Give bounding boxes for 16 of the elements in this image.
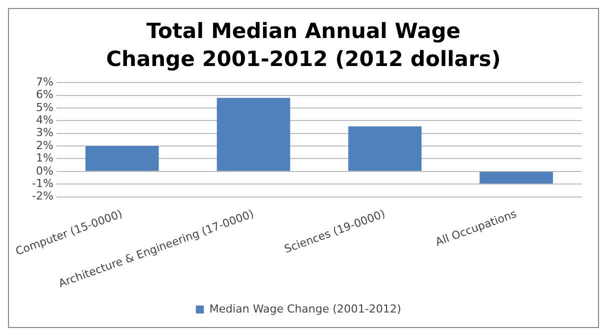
bar	[216, 98, 290, 171]
y-tick-label: 6%	[36, 88, 54, 102]
y-tick-label: -2%	[32, 190, 54, 203]
bar	[85, 146, 159, 171]
y-tick-label: 2%	[36, 138, 54, 152]
y-tick-label: 5%	[36, 100, 54, 114]
bar	[480, 172, 553, 184]
y-tick-label: 3%	[36, 126, 54, 140]
y-tick-label: 4%	[36, 114, 54, 127]
y-tick-label: 0%	[36, 164, 54, 178]
y-tick-label: 1%	[36, 152, 54, 165]
bar	[348, 126, 422, 171]
y-tick-label: -1%	[32, 176, 54, 190]
chart-title: Total Median Annual Wage Change 2001-2012 (2012 dollars)	[105, 18, 502, 73]
legend-label: Median Wage Change (2001-2012)	[209, 302, 402, 316]
y-tick-label: 7%	[36, 75, 54, 88]
